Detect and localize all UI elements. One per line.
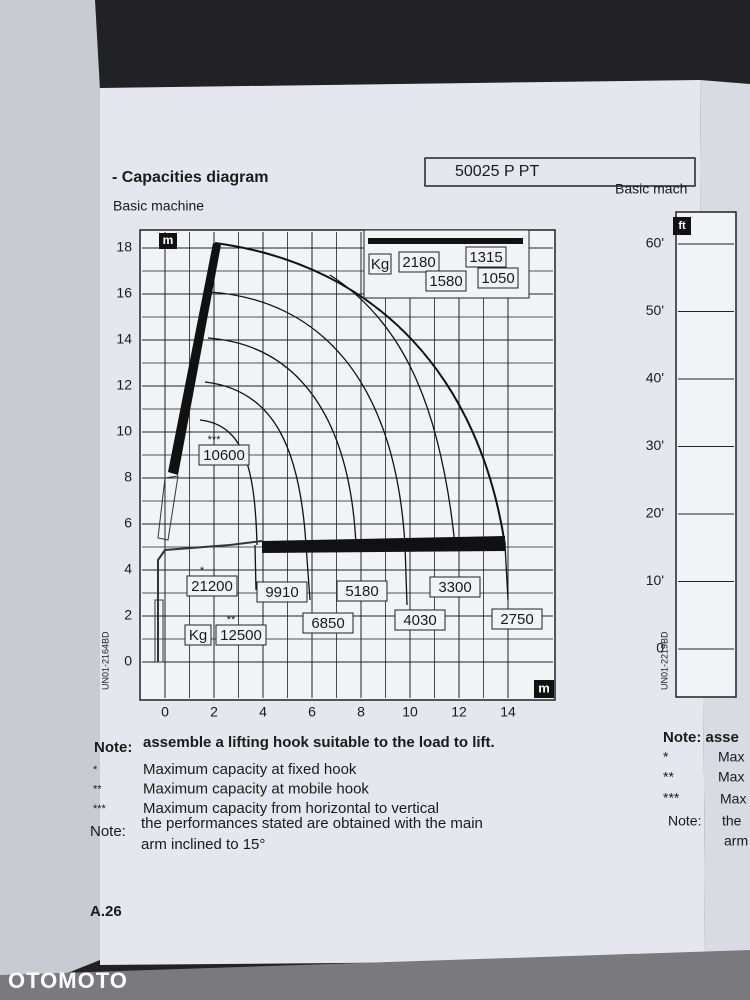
load-value: 4030: [403, 612, 436, 629]
load-value-box: [256, 581, 308, 603]
right-note: *: [663, 749, 669, 765]
watermark: OTOMOTO: [8, 968, 128, 993]
right-note: **: [663, 769, 674, 785]
load-value-box: [394, 609, 446, 631]
unit-y: m: [163, 233, 174, 247]
x-tick-label: 10: [402, 704, 418, 720]
final-note-line: the performances stated are obtained wit…: [141, 815, 483, 832]
right-note: Max: [718, 749, 744, 765]
right-tick-label: 60': [646, 235, 664, 251]
drawing-code: UN01-2164BD: [100, 631, 110, 690]
y-tick-label: 14: [116, 331, 132, 347]
legend-value: 1315: [469, 249, 502, 266]
title: - Capacities diagram: [112, 169, 269, 186]
load-value-box: [215, 624, 267, 646]
right-tick-label: 10': [646, 572, 664, 588]
load-value: 5180: [345, 583, 378, 600]
right-note: Max: [718, 769, 744, 785]
note-item: Maximum capacity from horizontal to vert…: [143, 800, 439, 817]
note-text: assemble a lifting hook suitable to the …: [143, 734, 495, 751]
load-marker: ***: [208, 434, 222, 446]
note-item: Maximum capacity at mobile hook: [143, 780, 369, 797]
right-tick-label: 40': [646, 370, 664, 386]
ticks: 0 2 4 6 8 10 12 14 18 16 14 12 10 8 6 4 2 0: [116, 239, 516, 720]
right-subtitle: Basic mach: [615, 181, 687, 197]
final-note-heading: Note:: [90, 823, 126, 840]
y-tick-label: 12: [116, 377, 132, 393]
x-tick-label: 4: [259, 704, 267, 720]
subtitle: Basic machine: [113, 198, 204, 214]
load-value-box: [336, 580, 388, 602]
legend-value-box: [465, 246, 507, 268]
y-tick-label: 2: [124, 607, 132, 623]
right-note: ***: [663, 790, 680, 806]
legend: Kg 2180 1315 1580 1050: [368, 246, 519, 292]
y-tick-label: 4: [124, 561, 132, 577]
right-tick-label: 50': [646, 302, 664, 318]
legend-value-box: [398, 251, 440, 273]
load-value-box: [198, 444, 250, 466]
note-item: Maximum capacity at fixed hook: [143, 761, 357, 778]
legend-unit-box: [368, 253, 392, 275]
x-tick-label: 2: [210, 704, 218, 720]
load-value: 6850: [311, 615, 344, 632]
y-tick-label: 18: [116, 239, 132, 255]
page-number: A.26: [90, 903, 122, 920]
right-note: Note:: [668, 813, 701, 829]
legend-value-box: [425, 270, 467, 292]
y-tick-label: 10: [116, 423, 132, 439]
note-marker: **: [93, 783, 102, 795]
y-tick-label: 8: [124, 469, 132, 485]
load-value: 21200: [191, 578, 233, 595]
final-note-line: arm inclined to 15°: [141, 836, 265, 853]
load-value-box: [491, 608, 543, 630]
load-value: 2750: [500, 611, 533, 628]
legend-value-box: [477, 267, 519, 289]
right-tick-label: 20': [646, 505, 664, 521]
right-note: Note: asse: [663, 729, 739, 746]
legend-unit: Kg: [371, 256, 389, 273]
y-tick-label: 16: [116, 285, 132, 301]
x-tick-label: 14: [500, 704, 516, 720]
note-marker: *: [93, 764, 98, 776]
load-value-box: [429, 576, 481, 598]
load-marker: **: [227, 614, 236, 626]
right-tick-label: 0: [656, 640, 664, 656]
right-tick-label: 30': [646, 437, 664, 453]
load-value: 12500: [220, 627, 262, 644]
load-value: 3300: [438, 579, 471, 596]
right-note: arm: [724, 833, 748, 849]
right-unit: ft: [678, 220, 686, 232]
right-code: UN01-2219BD: [659, 631, 669, 690]
unit-x: m: [538, 680, 550, 695]
legend-value: 2180: [402, 254, 435, 271]
legend-value: 1580: [429, 273, 462, 290]
right-page: 60' 50' 40' 30' 20' 10' 0 Note: asse * Max ** Max **…: [646, 235, 748, 849]
right-note: Max: [720, 791, 746, 807]
note-heading: Note:: [94, 739, 132, 756]
right-note: the: [722, 813, 742, 829]
load-unit-box: [184, 624, 212, 646]
y-tick-label: 0: [124, 653, 132, 669]
load-value-box: [302, 612, 354, 634]
x-tick-label: 6: [308, 704, 316, 720]
x-tick-label: 8: [357, 704, 365, 720]
load-value-box: [186, 575, 238, 597]
note-marker: ***: [93, 803, 107, 815]
x-tick-label: 0: [161, 704, 169, 720]
load-value: 10600: [203, 447, 245, 464]
load-value: 9910: [265, 584, 298, 601]
load-marker: *: [200, 565, 205, 577]
note-items: * Maximum capacity at fixed hook ** Maximum…: [93, 761, 439, 817]
crane-boom: [154, 243, 505, 663]
load-unit: Kg: [189, 627, 207, 644]
model: 50025 P PT: [455, 163, 539, 180]
x-tick-label: 12: [451, 704, 467, 720]
legend-value: 1050: [481, 270, 514, 287]
y-tick-label: 6: [124, 515, 132, 531]
